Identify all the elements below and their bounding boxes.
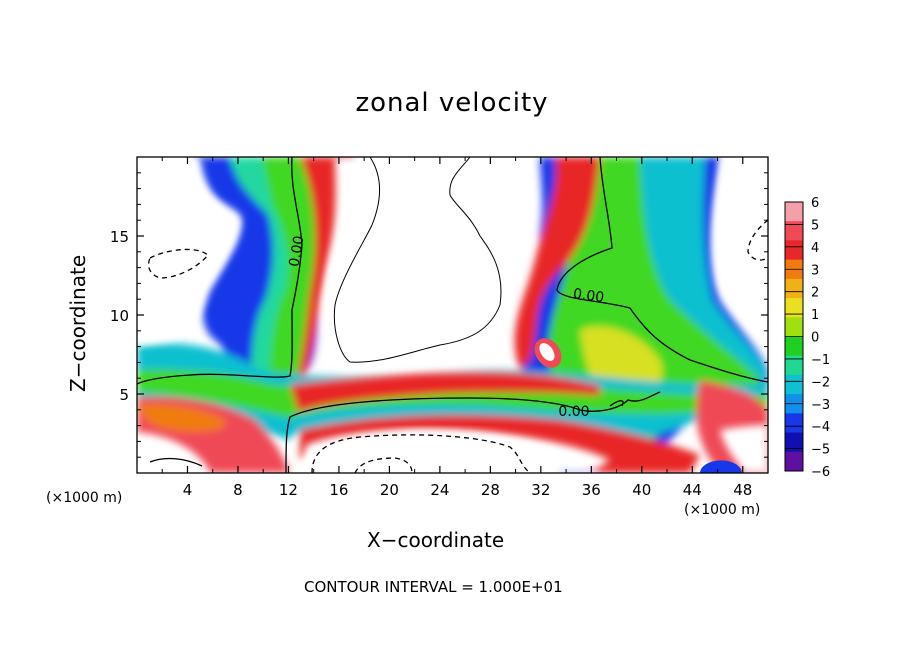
chart-title: zonal velocity [355,88,549,118]
colorbar-label: −2 [811,375,830,390]
field-horizontal-red [290,372,600,412]
x-tick-label: 12 [279,481,298,499]
x-tick-label: 20 [380,481,399,499]
field-lower-left-orange [140,403,226,432]
colorbar-swatch [785,451,803,472]
field-white-cell-bottom-right [720,425,768,473]
x-tick-label: 32 [531,481,550,499]
contour-label: 0.00 [558,404,589,420]
x-unit-label-right: (×1000 m) [684,502,761,518]
field-white-cell-bottom-left [137,442,205,473]
colorbar-swatch [785,336,803,357]
x-axis-label: X−coordinate [367,528,505,552]
colorbar-label: 4 [811,241,819,256]
field-white-blob [539,343,555,361]
x-tick-label: 8 [233,481,243,499]
field-white-cell-upper-left [137,157,240,345]
x-tick-label: 36 [582,481,601,499]
x-tick-label: 44 [683,481,702,499]
contour-dashed-upper-left [147,248,209,279]
contour-dashed-bottom [311,434,531,473]
colorbar-swatch [785,202,803,222]
x-unit-label-left: (×1000 m) [46,490,123,506]
colorbar-swatch [785,298,803,318]
x-tick-label: 4 [183,481,193,499]
contour-zero-cell [333,157,502,363]
field-bottom-right-loop [700,460,742,473]
contour-label: 0.00 [286,235,307,268]
contours [137,157,768,473]
colorbar-label: 2 [811,286,819,301]
field-white-cell-center [323,157,522,370]
colorbar-swatch [785,374,803,395]
colorbar-label: −5 [811,443,830,458]
contour-label: 0.00 [572,286,605,306]
colorbar-label: −4 [811,420,830,435]
colorbar-label: −6 [811,465,830,480]
field-right-plume-red [514,157,600,370]
x-tick-label: 40 [632,481,651,499]
colorbar-label: −3 [811,398,830,413]
colorbar-swatch [785,317,803,337]
contour-interval-note: CONTOUR INTERVAL = 1.000E+01 [304,578,563,596]
y-tick-label: 15 [110,228,129,246]
x-tick-label: 16 [329,481,348,499]
y-tick-label: 10 [110,307,129,325]
contour-zero-right [556,157,768,383]
colorbar-label: 6 [811,196,819,211]
colorbar-swatch [785,413,803,434]
velocity-field [137,157,768,473]
field-white-cell-upper-right [713,157,768,345]
colorbar-label: 1 [811,308,819,323]
contour-zero-left-lower [285,391,661,473]
colorbar-label: 0 [811,331,819,346]
contour-dashed-bottom-inner [354,457,413,473]
x-tick-label: 28 [481,481,500,499]
x-tick-label: 48 [733,481,752,499]
contour-right-small [609,400,624,407]
colorbar-swatch [785,278,803,299]
y-tick-label: 5 [119,386,129,404]
x-tick-label: 24 [430,481,449,499]
colorbar-label: 5 [811,218,819,233]
colorbar-swatch [785,355,803,376]
contour-zero-left [137,157,303,385]
field-right-plume-cyan [640,157,768,385]
colorbar-label: 3 [811,263,819,278]
colorbar-swatch [785,240,803,261]
colorbar-label: −1 [811,353,830,368]
contour-dashed-upper-right [747,219,768,261]
y-axis-label: Z−coordinate [66,254,90,392]
field-white-cell-bottom [300,430,610,473]
colorbar-swatch [785,221,803,241]
contour-bottom-left [149,457,203,467]
colorbar-swatch [785,432,803,453]
